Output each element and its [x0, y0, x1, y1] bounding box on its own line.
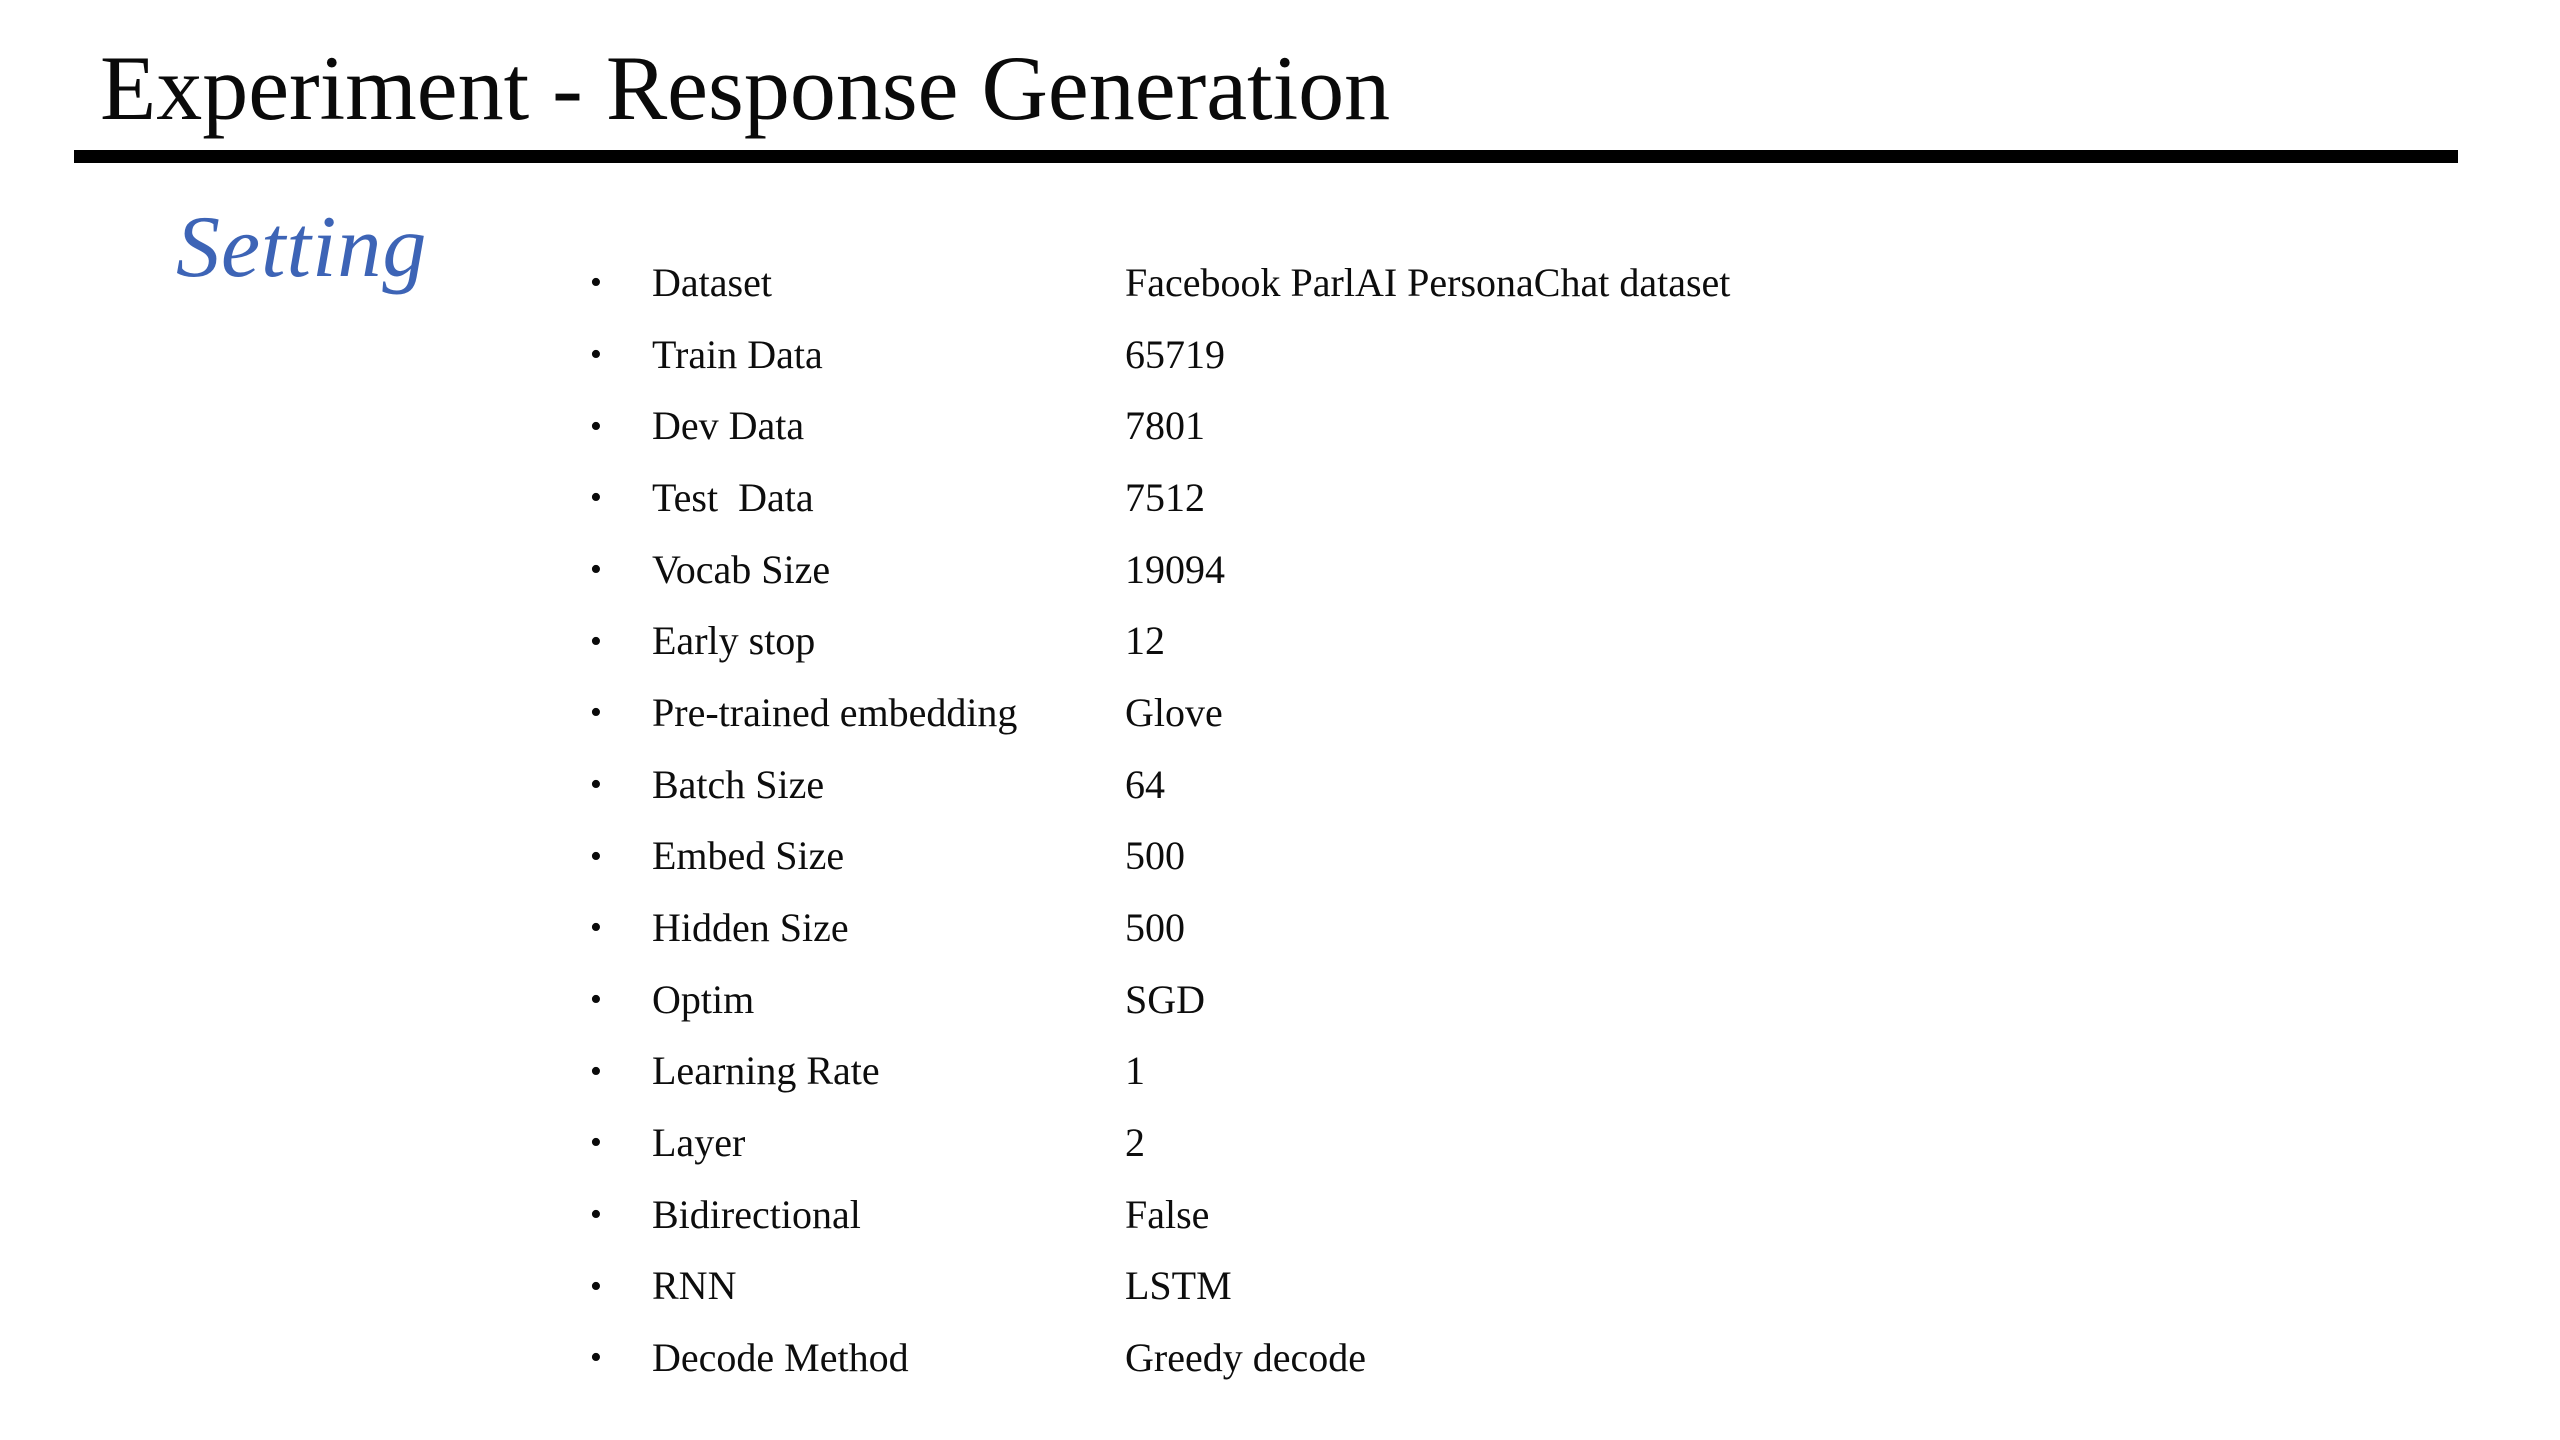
setting-label: Vocab Size: [652, 546, 831, 592]
list-item: • Dataset Facebook ParlAI PersonaChat da…: [590, 247, 1730, 319]
list-item: • Batch Size 64: [590, 749, 1730, 821]
setting-label: Batch Size: [652, 761, 825, 807]
bullet-icon: •: [590, 1267, 602, 1305]
list-item: • Dev Data 7801: [590, 390, 1730, 462]
setting-label: Hidden Size: [652, 905, 849, 951]
bullet-icon: •: [590, 550, 602, 588]
bullet-icon: •: [590, 981, 602, 1019]
setting-label: Pre-trained embedding: [652, 689, 1018, 735]
setting-label: Optim: [652, 976, 755, 1022]
bullet-icon: •: [590, 1339, 602, 1377]
list-item: • Pre-trained embedding Glove: [590, 677, 1730, 749]
setting-value: Greedy decode: [1125, 1335, 1366, 1381]
setting-label: Decode Method: [652, 1335, 909, 1381]
setting-value: 65719: [1125, 331, 1225, 377]
list-item: • Optim SGD: [590, 964, 1730, 1036]
setting-label: Dev Data: [652, 403, 805, 449]
bullet-icon: •: [590, 1196, 602, 1234]
list-item: • Decode Method Greedy decode: [590, 1322, 1730, 1394]
list-item: • Hidden Size 500: [590, 892, 1730, 964]
bullet-icon: •: [590, 694, 602, 732]
section-heading-setting: Setting: [176, 199, 428, 296]
setting-value: 7801: [1125, 403, 1205, 449]
list-item: • Layer 2: [590, 1107, 1730, 1179]
setting-value: 500: [1125, 905, 1185, 951]
setting-value: False: [1125, 1191, 1210, 1237]
bullet-icon: •: [590, 1124, 602, 1162]
setting-value: Glove: [1125, 689, 1223, 735]
setting-label: Learning Rate: [652, 1048, 880, 1094]
list-item: • Learning Rate 1: [590, 1036, 1730, 1108]
bullet-icon: •: [590, 264, 602, 302]
title-underline-rule: [74, 150, 2458, 163]
list-item: • Train Data 65719: [590, 319, 1730, 391]
list-item: • Early stop 12: [590, 605, 1730, 677]
setting-value: 1: [1125, 1048, 1145, 1094]
list-item: • Vocab Size 19094: [590, 534, 1730, 606]
setting-label: RNN: [652, 1263, 737, 1309]
setting-value: 7512: [1125, 474, 1205, 520]
setting-label: Bidirectional: [652, 1191, 861, 1237]
setting-value: SGD: [1125, 976, 1206, 1022]
setting-value: Facebook ParlAI PersonaChat dataset: [1125, 259, 1731, 305]
bullet-icon: •: [590, 1052, 602, 1090]
list-item: • Bidirectional False: [590, 1179, 1730, 1251]
setting-label: Train Data: [652, 331, 823, 377]
setting-label: Layer: [652, 1120, 746, 1166]
setting-label: Test Data: [652, 474, 814, 520]
setting-value: 500: [1125, 833, 1185, 879]
setting-value: LSTM: [1125, 1263, 1232, 1309]
list-item: • RNN LSTM: [590, 1251, 1730, 1323]
setting-value: 2: [1125, 1120, 1145, 1166]
setting-label: Embed Size: [652, 833, 845, 879]
slide-title: Experiment - Response Generation: [100, 37, 1391, 139]
setting-value: 64: [1125, 761, 1165, 807]
bullet-icon: •: [590, 837, 602, 875]
bullet-icon: •: [590, 909, 602, 947]
list-item: • Embed Size 500: [590, 821, 1730, 893]
bullet-icon: •: [590, 479, 602, 517]
settings-list: • Dataset Facebook ParlAI PersonaChat da…: [590, 247, 1730, 1394]
list-item: • Test Data 7512: [590, 462, 1730, 534]
setting-label: Dataset: [652, 259, 772, 305]
setting-value: 12: [1125, 618, 1165, 664]
setting-value: 19094: [1125, 546, 1225, 592]
bullet-icon: •: [590, 765, 602, 803]
bullet-icon: •: [590, 335, 602, 373]
bullet-icon: •: [590, 622, 602, 660]
setting-label: Early stop: [652, 618, 816, 664]
bullet-icon: •: [590, 407, 602, 445]
